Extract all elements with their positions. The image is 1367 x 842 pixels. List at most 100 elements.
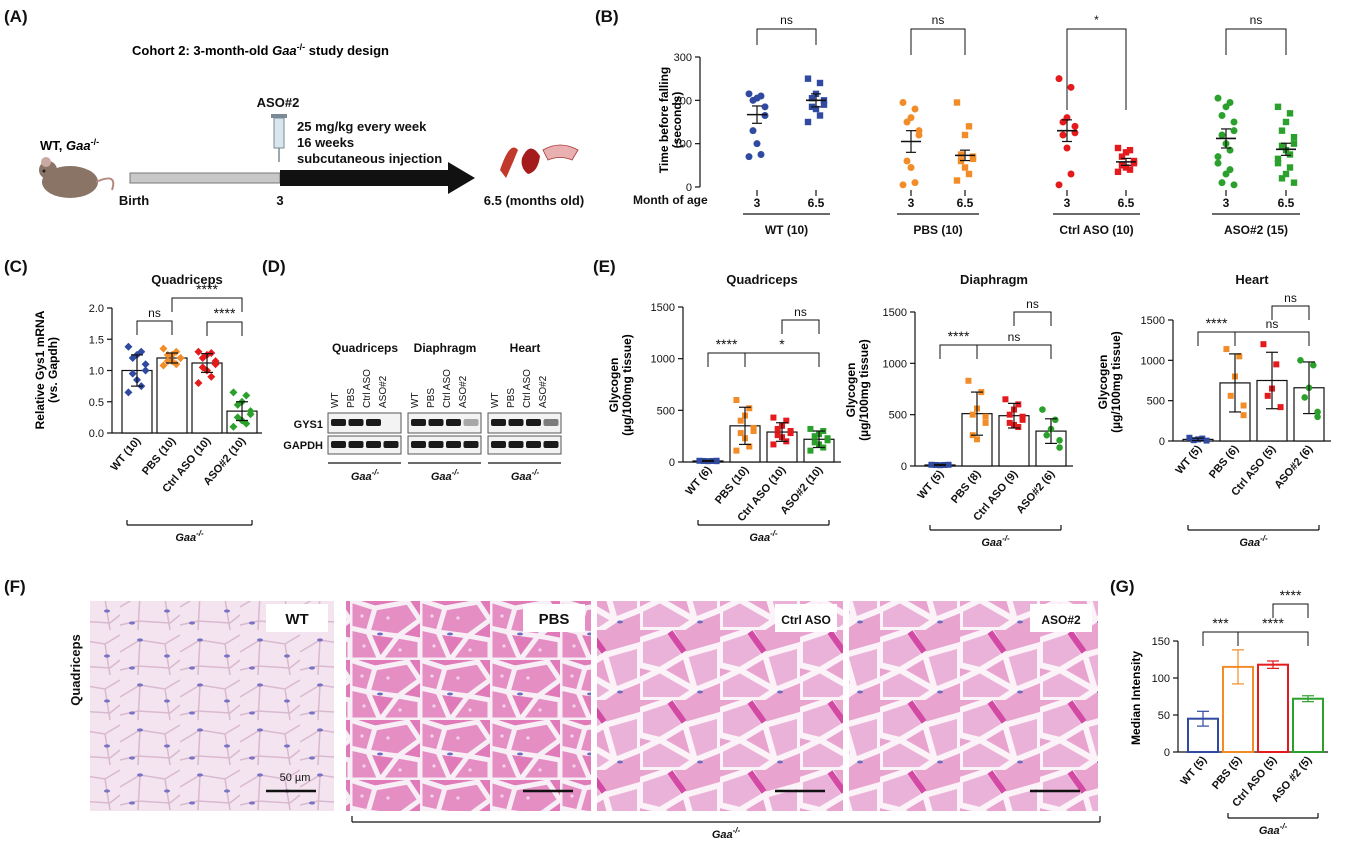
gapdh-band <box>348 441 364 448</box>
mouse-label-sup: -/- <box>91 137 100 147</box>
data-point <box>953 99 961 106</box>
y-tick-label: 0 <box>669 457 675 469</box>
timeline-mid-label: 3 <box>276 193 283 208</box>
bar <box>156 357 188 434</box>
data-point <box>1002 396 1009 403</box>
month-label: 3 <box>1064 196 1071 210</box>
gys1-blot <box>487 412 562 434</box>
category-label: WT (10) <box>109 435 144 473</box>
data-point <box>770 414 777 421</box>
histology-image <box>597 601 843 811</box>
data-point <box>141 360 150 369</box>
gaa-gene: Gaa <box>712 829 733 841</box>
data-point <box>128 369 137 378</box>
data-point <box>211 360 220 369</box>
data-point <box>1309 361 1317 369</box>
label-line: Glycogen <box>1096 355 1110 410</box>
category-label: WT (6) <box>684 464 715 498</box>
y-tick-label: 1.5 <box>89 334 104 346</box>
significance-bracket <box>1272 603 1309 618</box>
data-point <box>176 354 185 362</box>
data-point <box>1260 341 1267 348</box>
data-point <box>1290 179 1298 186</box>
category-label: PBS (10) <box>713 464 751 507</box>
gapdh-blot <box>327 435 402 455</box>
histology-image <box>849 601 1098 811</box>
significance-label: **** <box>948 328 970 344</box>
data-point <box>1282 170 1290 178</box>
gaa-superscript: -/- <box>196 529 204 538</box>
y-axis-label: Time before falling(seconds) <box>657 67 684 173</box>
dose-line-3: subcutaneous injection <box>297 151 442 166</box>
data-point <box>774 425 781 432</box>
data-point <box>246 410 255 419</box>
panel-letter-a: (A) <box>4 7 28 26</box>
data-point <box>1297 357 1304 364</box>
data-point <box>159 361 168 370</box>
chart-title: Quadriceps <box>151 272 223 287</box>
data-point <box>812 105 820 113</box>
data-point <box>1055 75 1063 83</box>
data-point <box>141 366 150 375</box>
data-point <box>961 131 969 139</box>
data-point <box>969 155 977 163</box>
data-point <box>1274 159 1282 167</box>
panel-c-chart: 0.0 0.5 1.0 1.5 2.0 Quadriceps Relative Gys1 m… <box>33 272 262 544</box>
significance-label: **** <box>1262 615 1284 631</box>
significance-label: **** <box>214 305 236 321</box>
bar <box>1257 663 1289 753</box>
gaa-genotype-label: Gaa-/- <box>175 529 204 544</box>
data-point <box>974 436 980 443</box>
gaa-genotype-label: Gaa-/- <box>981 534 1010 549</box>
significance-label: **** <box>1206 315 1228 331</box>
lane-label: Ctrl ASO <box>522 369 533 408</box>
data-point <box>1222 170 1230 178</box>
gaa-genotype-label: Gaa-/- <box>351 468 380 483</box>
significance-bracket <box>1271 305 1310 320</box>
data-point <box>915 131 923 139</box>
histology-image <box>346 601 591 811</box>
gys1-band <box>543 419 559 426</box>
group-name: WT (10) <box>765 223 808 237</box>
gaa-gene: Gaa <box>981 537 1002 549</box>
gapdh-blot <box>487 435 562 455</box>
histology-row-label: Quadriceps <box>68 634 83 706</box>
significance-bracket <box>976 344 1052 359</box>
y-tick-label: 1500 <box>883 307 907 319</box>
data-point <box>807 425 814 432</box>
data-point <box>807 447 814 454</box>
data-point <box>1122 164 1130 171</box>
data-point <box>1056 437 1063 444</box>
lane-label: Ctrl ASO <box>362 369 373 408</box>
data-point <box>1264 392 1271 399</box>
significance-label: *** <box>1212 615 1229 631</box>
significance-label: **** <box>196 281 218 297</box>
gys1-band <box>491 419 506 426</box>
organs-icon <box>500 144 579 178</box>
significance-bracket <box>171 297 243 312</box>
data-point <box>945 461 952 468</box>
data-point <box>1006 411 1013 418</box>
data-point <box>733 447 740 454</box>
histology-panel-label: ASO#2 <box>1041 613 1081 627</box>
data-point <box>911 179 919 187</box>
data-point <box>1214 153 1222 161</box>
gaa-gene: Gaa <box>1259 825 1280 837</box>
timeline-start-label: Birth <box>119 193 149 208</box>
data-point <box>1006 419 1013 426</box>
data-point <box>1227 392 1234 399</box>
y-tick-label: 100 <box>674 139 692 151</box>
data-point <box>713 458 720 465</box>
label-line: (µg/100mg tissue) <box>1109 331 1123 433</box>
timeline-treatment <box>280 170 450 186</box>
data-point <box>982 419 989 426</box>
data-point <box>783 417 790 424</box>
label-line: (µg/100mg tissue) <box>857 339 871 441</box>
dose-line-1: 25 mg/kg every week <box>297 119 427 134</box>
data-point <box>242 419 251 428</box>
y-tick-label: 1.0 <box>89 366 104 378</box>
data-point <box>787 430 794 437</box>
data-point <box>1286 164 1294 171</box>
data-point <box>1118 153 1126 160</box>
data-point <box>737 430 744 437</box>
